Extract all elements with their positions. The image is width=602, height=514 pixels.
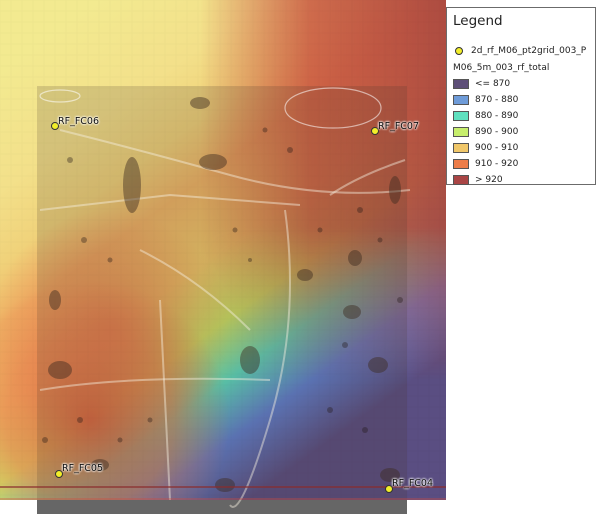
- legend-class-label: 890 - 900: [475, 126, 519, 137]
- gauge-point-marker[interactable]: [385, 485, 393, 493]
- gauge-point-marker[interactable]: [51, 122, 59, 130]
- map-raster: [0, 0, 446, 514]
- legend-class-label: 900 - 910: [475, 142, 519, 153]
- point-label-rf-fc05: RF_FC05: [62, 463, 104, 474]
- legend-class: 880 - 890: [453, 109, 518, 122]
- map-canvas[interactable]: RF_FC06 RF_FC07 RF_FC05 RF_FC04: [0, 0, 446, 514]
- legend-swatch: [453, 78, 469, 89]
- legend-class-label: <= 870: [475, 78, 511, 89]
- point-label-rf-fc04: RF_FC04: [392, 478, 434, 489]
- legend-title: Legend: [453, 13, 503, 29]
- legend-swatch: [453, 158, 469, 169]
- legend-point-layer-label: 2d_rf_M06_pt2grid_003_P: [471, 46, 587, 56]
- legend-class-label: 910 - 920: [475, 158, 519, 169]
- legend-swatch: [453, 126, 469, 137]
- gauge-point-marker[interactable]: [371, 127, 379, 135]
- gauge-point-marker[interactable]: [55, 470, 63, 478]
- yellow-circle-icon: [455, 47, 463, 55]
- legend-class: 870 - 880: [453, 93, 518, 106]
- legend-swatch: [453, 110, 469, 121]
- legend-swatch: [453, 142, 469, 153]
- point-label-rf-fc07: RF_FC07: [378, 121, 420, 132]
- legend-raster-layer-title: M06_5m_003_rf_total: [453, 63, 550, 73]
- legend-class-label: 870 - 880: [475, 94, 519, 105]
- legend-class: 910 - 920: [453, 157, 518, 170]
- legend-class: <= 870: [453, 77, 510, 90]
- legend-class: 890 - 900: [453, 125, 518, 138]
- legend-swatch: [453, 174, 469, 185]
- legend-point-layer: 2d_rf_M06_pt2grid_003_P: [455, 46, 586, 56]
- point-label-rf-fc06: RF_FC06: [58, 116, 100, 127]
- legend-class-label: > 920: [475, 174, 503, 185]
- legend-class: > 920: [453, 173, 503, 186]
- legend-panel: Legend 2d_rf_M06_pt2grid_003_P M06_5m_00…: [446, 7, 596, 185]
- legend-class: 900 - 910: [453, 141, 518, 154]
- legend-swatch: [453, 94, 469, 105]
- legend-class-label: 880 - 890: [475, 110, 519, 121]
